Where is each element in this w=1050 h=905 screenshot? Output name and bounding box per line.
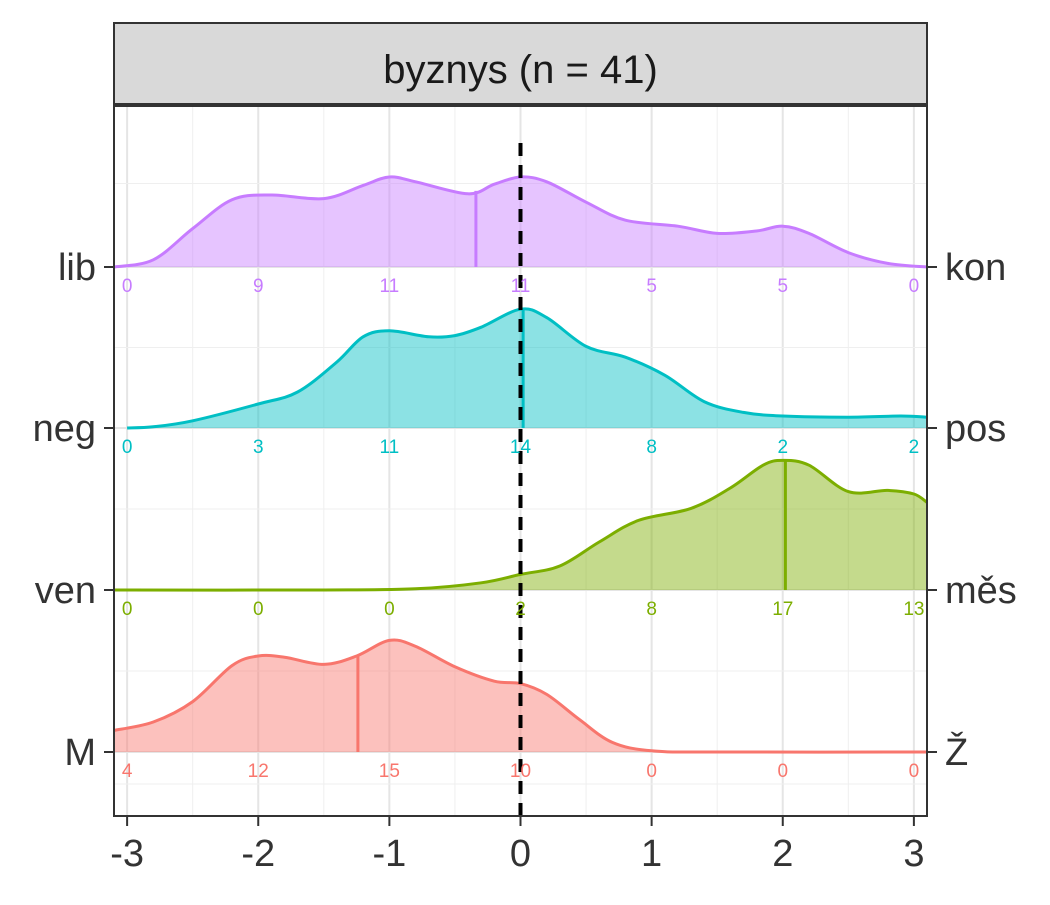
count-label: 8 <box>646 599 657 620</box>
ridge-ven <box>113 458 928 592</box>
count-label: 15 <box>379 761 400 782</box>
count-label: 2 <box>909 437 920 458</box>
ridge-line-neg <box>127 307 928 430</box>
facet-title: byznys (n = 41) <box>383 48 658 92</box>
left-category-label: neg <box>33 408 96 450</box>
count-label: 14 <box>510 437 532 458</box>
count-label: 0 <box>909 761 920 782</box>
count-label: 2 <box>515 599 526 620</box>
ridge-line-ven <box>113 458 928 592</box>
count-label: 0 <box>122 437 133 458</box>
count-label: 9 <box>253 276 264 297</box>
ridge-neg <box>127 307 928 430</box>
left-category-label: M <box>64 732 96 774</box>
count-labels: 4 12 15 10 0 0 0 0 0 0 2 8 17 13 0 3 11 14 8 2 2 0 9 11 11 5 5 0 <box>122 276 925 782</box>
count-label: 0 <box>122 276 133 297</box>
count-label: 0 <box>909 276 920 297</box>
count-label: 0 <box>253 599 264 620</box>
count-label: 0 <box>384 599 395 620</box>
x-tick-label: 1 <box>641 833 662 875</box>
left-category-label: lib <box>58 247 96 289</box>
count-label: 5 <box>777 276 788 297</box>
x-tick-label: -2 <box>241 833 275 875</box>
count-label: 11 <box>511 276 531 297</box>
count-label: 0 <box>122 599 133 620</box>
x-tick-label: -1 <box>372 833 406 875</box>
right-category-label: měs <box>945 570 1017 612</box>
x-tick-label: -3 <box>110 833 144 875</box>
count-label: 0 <box>646 761 657 782</box>
x-tick-label: 3 <box>903 833 924 875</box>
right-category-label: pos <box>945 408 1006 450</box>
x-tick-label: 2 <box>772 833 793 875</box>
right-category-label: Ž <box>945 731 968 774</box>
count-label: 12 <box>248 761 269 782</box>
count-label: 5 <box>646 276 657 297</box>
facet-strip <box>113 22 928 105</box>
count-label: 2 <box>777 437 788 458</box>
count-label: 0 <box>777 761 788 782</box>
count-label: 8 <box>646 437 657 458</box>
count-label: 11 <box>380 437 400 458</box>
right-category-label: kon <box>945 247 1006 289</box>
count-label: 11 <box>380 276 400 297</box>
count-label: 13 <box>903 599 924 620</box>
ridge-line-M <box>113 638 928 754</box>
left-category-label: ven <box>35 570 96 612</box>
count-label: 17 <box>772 599 793 620</box>
ridge-fill-neg <box>127 308 928 428</box>
count-label: 3 <box>253 437 264 458</box>
count-label: 4 <box>122 761 133 782</box>
x-tick-label: 0 <box>510 833 531 875</box>
count-label: 10 <box>510 761 531 782</box>
